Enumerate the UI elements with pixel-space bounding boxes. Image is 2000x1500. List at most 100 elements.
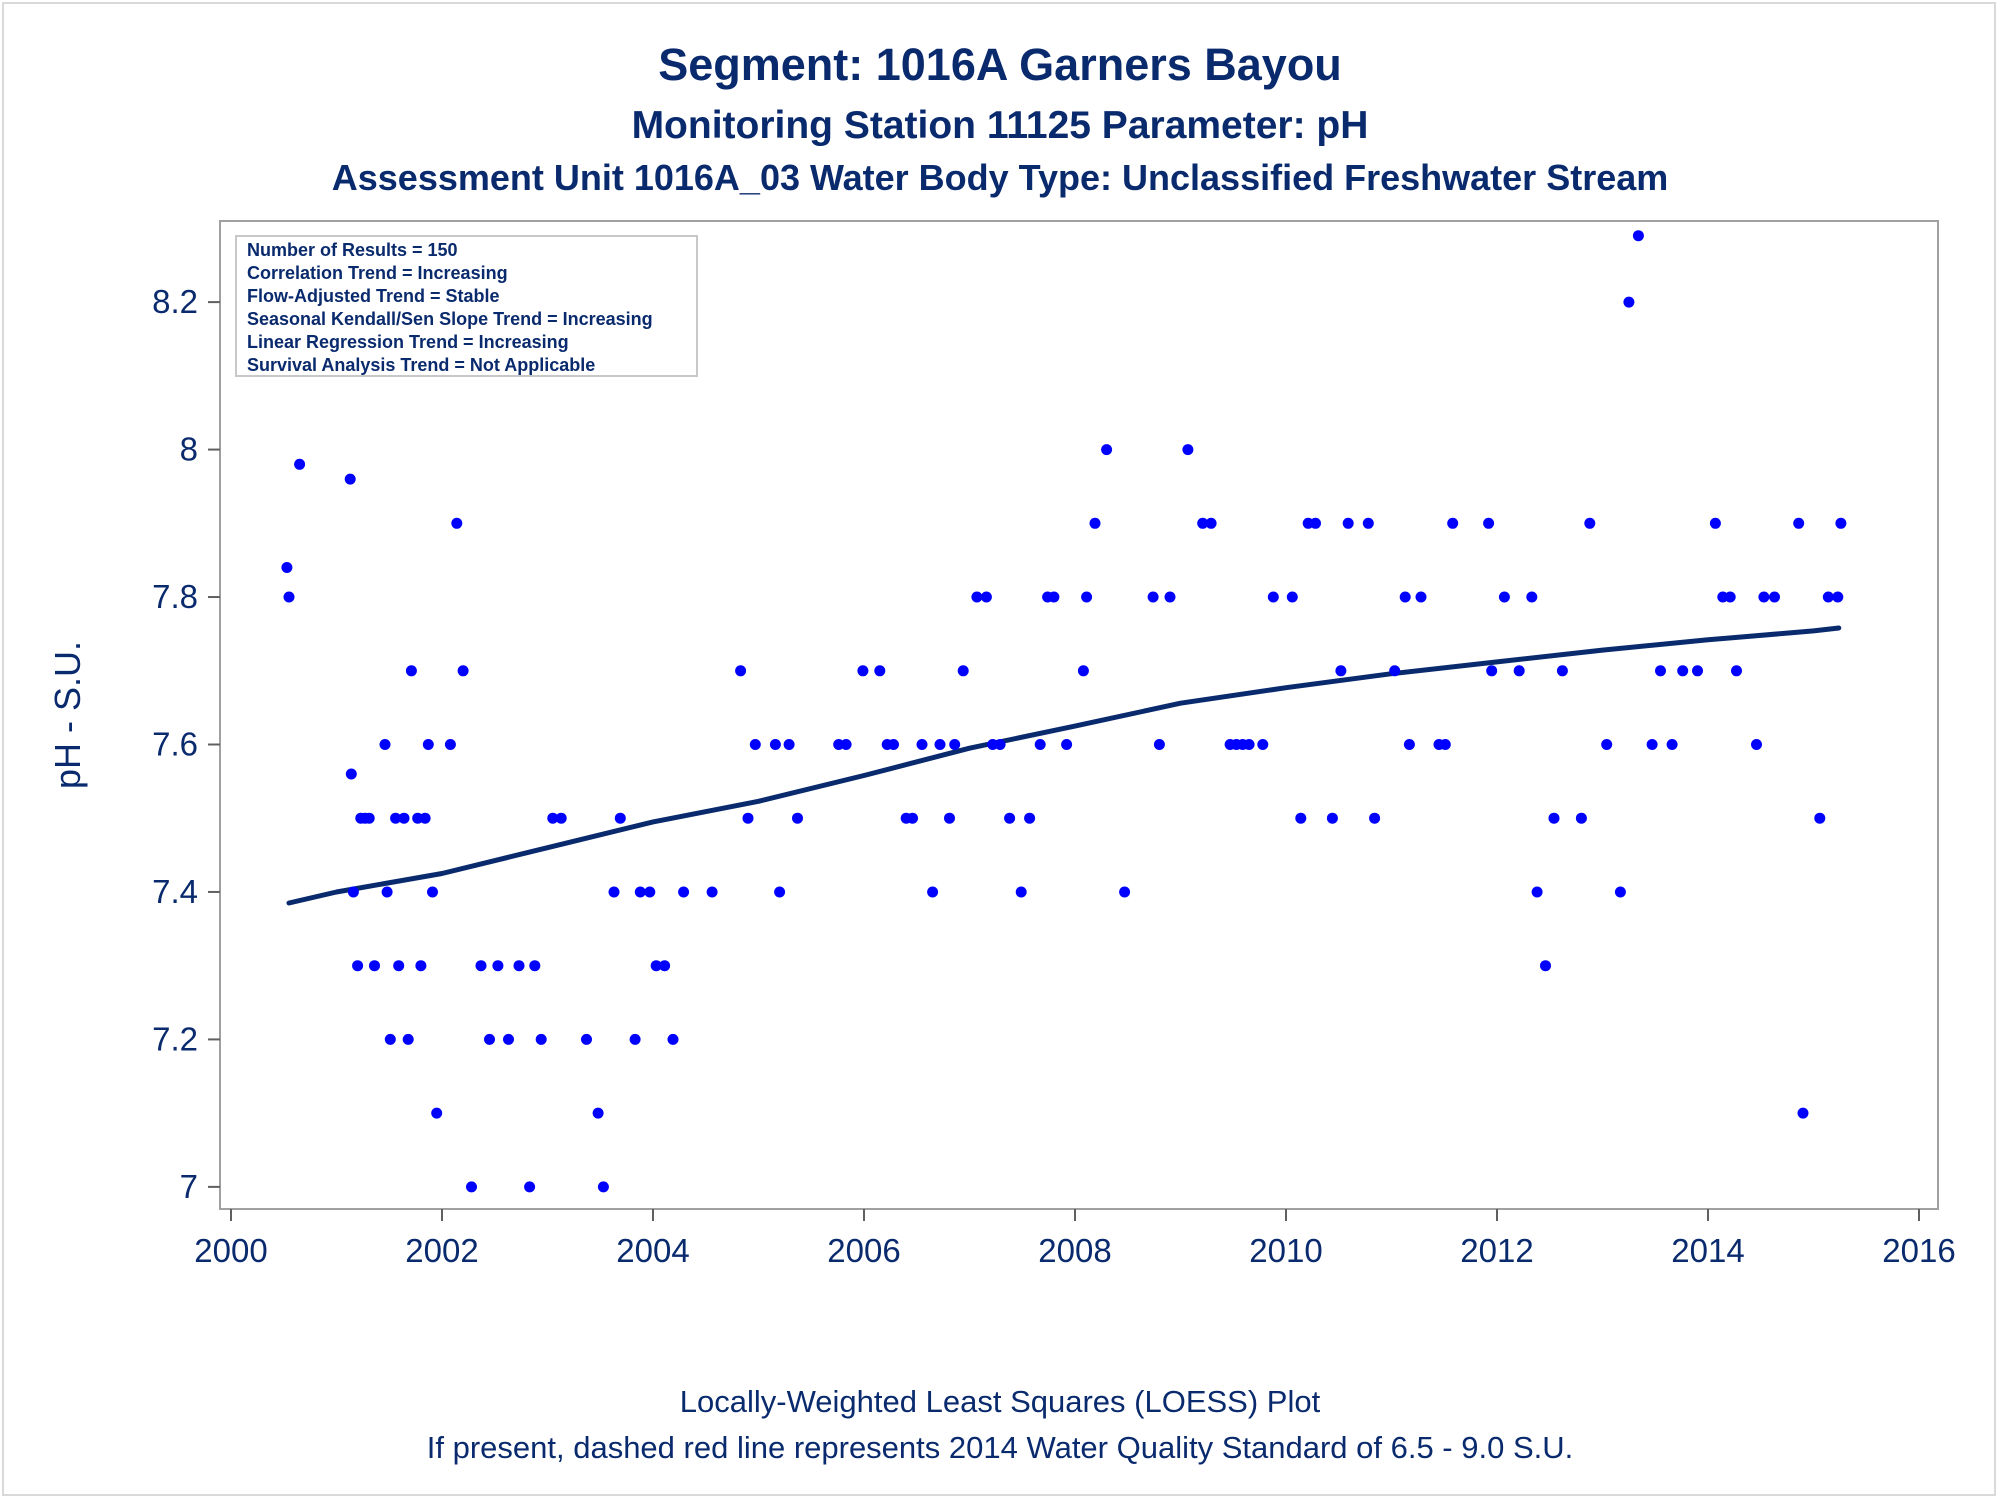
data-point — [944, 812, 955, 824]
data-point — [444, 739, 456, 750]
data-point — [451, 517, 463, 529]
data-point — [1793, 517, 1805, 529]
data-point — [840, 739, 852, 750]
data-point — [390, 812, 402, 824]
data-point — [1362, 517, 1374, 529]
data-point — [457, 665, 469, 677]
x-tick-label: 2012 — [1460, 1232, 1533, 1269]
data-point — [742, 812, 754, 824]
data-point — [1731, 665, 1742, 677]
data-point — [667, 1033, 679, 1045]
data-point — [1081, 591, 1093, 603]
data-point — [363, 812, 375, 824]
chart-title: Segment: 1016A Garners Bayou — [658, 39, 1342, 90]
data-point — [524, 1181, 536, 1193]
data-point — [1832, 591, 1844, 603]
data-point — [398, 812, 410, 824]
data-point — [1646, 739, 1658, 750]
data-point — [1556, 665, 1568, 677]
data-point — [555, 812, 567, 824]
y-tick-label: 7.8 — [152, 578, 198, 615]
data-point — [1119, 886, 1131, 898]
data-point — [934, 739, 946, 750]
chart-subtitle: Monitoring Station 11125 Parameter: pH — [632, 104, 1369, 147]
data-point — [1623, 296, 1635, 308]
data-point — [547, 812, 559, 824]
data-point — [1614, 886, 1626, 898]
data-point — [1822, 591, 1834, 603]
data-point — [1243, 739, 1255, 750]
y-tick-label: 7.6 — [152, 725, 198, 762]
data-point — [706, 886, 718, 898]
data-point — [749, 739, 761, 750]
stats-line-correlation: Correlation Trend = Increasing — [247, 263, 508, 283]
data-point — [1286, 591, 1298, 603]
loess-trend-line — [286, 625, 1842, 906]
data-point — [1267, 591, 1279, 603]
x-tick-label: 2010 — [1249, 1232, 1322, 1269]
data-point — [1575, 812, 1587, 824]
data-point — [614, 812, 626, 824]
data-point — [1077, 665, 1089, 677]
data-point — [1399, 591, 1411, 603]
data-point — [1015, 886, 1027, 898]
stats-box: Number of Results = 150 Correlation Tren… — [235, 235, 698, 377]
data-point — [1182, 444, 1194, 456]
data-point — [1310, 517, 1321, 529]
data-point — [427, 886, 438, 898]
data-point — [1797, 1107, 1809, 1119]
data-point — [1486, 665, 1498, 677]
data-point — [1089, 517, 1101, 529]
data-point — [415, 960, 427, 972]
data-point — [466, 1181, 477, 1193]
data-point — [650, 960, 662, 972]
footnote-loess: Locally-Weighted Least Squares (LOESS) P… — [680, 1384, 1321, 1419]
data-point — [1326, 812, 1338, 824]
x-tick-label: 2002 — [405, 1232, 478, 1269]
data-point — [347, 886, 359, 898]
data-point — [874, 665, 886, 677]
data-point — [1724, 591, 1736, 603]
stats-line-results: Number of Results = 150 — [247, 240, 458, 260]
data-point — [529, 960, 541, 972]
data-point — [907, 812, 918, 824]
data-point — [1751, 739, 1762, 750]
y-tick-label: 8.2 — [152, 283, 198, 320]
data-point — [419, 812, 431, 824]
data-point — [659, 960, 671, 972]
data-point — [405, 665, 417, 677]
data-point — [980, 591, 992, 603]
data-point — [283, 591, 295, 603]
data-point — [381, 886, 393, 898]
stats-line-seasonal-kendall: Seasonal Kendall/Sen Slope Trend = Incre… — [247, 309, 653, 329]
data-point — [735, 665, 747, 677]
data-point — [281, 562, 293, 573]
data-point — [1447, 517, 1459, 529]
y-tick-label: 7.2 — [152, 1020, 198, 1057]
data-point — [592, 1107, 604, 1119]
y-tick-label: 7 — [180, 1168, 198, 1205]
data-point — [1655, 665, 1666, 677]
data-point — [1584, 517, 1596, 529]
y-tick-label: 8 — [180, 431, 198, 468]
data-point — [1257, 739, 1269, 750]
y-axis: 7 7.2 7.4 7.6 7.8 8 8.2 — [152, 283, 220, 1205]
data-point — [369, 960, 380, 972]
data-point — [422, 739, 434, 750]
data-point — [1677, 665, 1689, 677]
x-tick-label: 2004 — [616, 1232, 689, 1269]
data-point — [1389, 665, 1401, 677]
data-point — [1632, 230, 1644, 242]
data-point — [1692, 665, 1703, 677]
stats-line-flow-adjusted: Flow-Adjusted Trend = Stable — [247, 286, 500, 306]
data-point — [1004, 812, 1016, 824]
data-point — [1335, 665, 1347, 677]
footnote-standard: If present, dashed red line represents 2… — [427, 1430, 1574, 1465]
data-point — [492, 960, 504, 972]
data-point — [402, 1033, 414, 1045]
data-point — [783, 739, 795, 750]
data-point — [927, 886, 939, 898]
data-point — [475, 960, 487, 972]
data-point — [1531, 886, 1543, 898]
x-axis: 2000 2002 2004 2006 2008 2010 2012 2014 2016 — [194, 1209, 1956, 1269]
